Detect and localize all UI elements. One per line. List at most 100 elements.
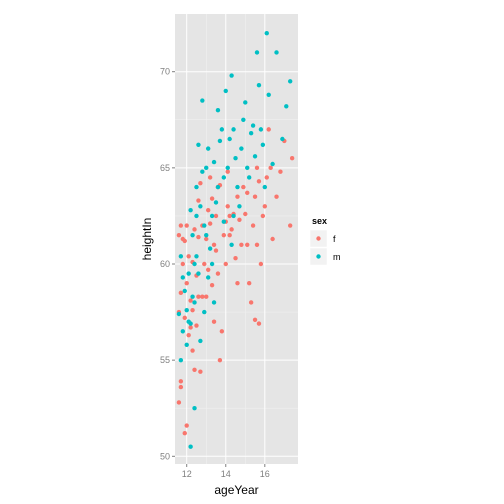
- legend-label-m: m: [333, 252, 341, 262]
- data-point-f: [178, 384, 184, 390]
- data-point-f: [192, 227, 197, 232]
- data-point-f: [256, 179, 262, 184]
- data-point-f: [250, 223, 256, 228]
- data-point-m: [184, 307, 189, 313]
- plot-panel: [175, 14, 298, 464]
- data-point-f: [225, 169, 230, 174]
- data-point-f: [274, 194, 279, 199]
- data-point-f: [246, 281, 252, 286]
- data-point-f: [184, 281, 189, 286]
- data-point-f: [262, 204, 268, 209]
- data-point-f: [252, 194, 258, 199]
- data-point-m: [237, 204, 242, 209]
- data-point-f: [198, 181, 203, 186]
- data-point-f: [200, 294, 205, 299]
- data-point-m: [194, 213, 199, 219]
- data-point-f: [239, 242, 244, 247]
- data-point-f: [186, 254, 191, 259]
- data-point-m: [205, 275, 211, 280]
- data-point-f: [209, 282, 215, 288]
- data-point-m: [198, 204, 203, 209]
- data-point-f: [196, 234, 201, 240]
- data-point-f: [211, 319, 217, 324]
- data-point-m: [178, 254, 184, 259]
- data-point-f: [207, 221, 213, 226]
- data-points: [176, 31, 295, 449]
- data-point-m: [284, 104, 289, 109]
- data-point-f: [207, 175, 213, 180]
- data-point-f: [237, 217, 242, 222]
- data-point-m: [209, 261, 215, 267]
- data-point-f: [227, 213, 232, 219]
- legend: sex fm: [309, 216, 341, 266]
- data-point-m: [262, 184, 268, 190]
- data-point-m: [190, 294, 195, 299]
- data-point-f: [186, 332, 191, 338]
- data-point-m: [213, 200, 219, 205]
- data-point-f: [243, 211, 248, 217]
- legend-swatch-m: [316, 254, 321, 259]
- data-point-m: [180, 275, 186, 280]
- data-point-m: [198, 338, 203, 344]
- data-point-f: [184, 223, 189, 228]
- data-point-m: [186, 271, 191, 276]
- data-point-m: [235, 184, 240, 190]
- data-point-f: [192, 367, 197, 372]
- data-point-f: [268, 165, 273, 171]
- data-point-f: [182, 315, 187, 321]
- x-tick-label: 14: [221, 469, 231, 479]
- data-point-m: [209, 213, 215, 219]
- data-point-m: [204, 165, 209, 171]
- data-point-m: [196, 271, 201, 276]
- data-point-f: [241, 184, 246, 190]
- data-point-f: [235, 194, 240, 199]
- data-point-f: [215, 271, 221, 276]
- data-point-m: [176, 311, 182, 317]
- data-point-m: [274, 50, 279, 55]
- legend-label-f: f: [333, 234, 336, 244]
- data-point-f: [211, 242, 217, 247]
- data-point-f: [221, 232, 227, 238]
- data-point-m: [245, 165, 250, 171]
- data-point-m: [233, 156, 238, 161]
- data-point-m: [215, 184, 221, 190]
- data-point-m: [231, 127, 236, 132]
- data-point-m: [229, 73, 234, 78]
- data-point-m: [217, 138, 223, 144]
- data-point-f: [235, 281, 240, 286]
- data-point-f: [270, 236, 275, 242]
- data-point-m: [225, 165, 230, 171]
- data-point-m: [194, 254, 199, 259]
- data-point-f: [245, 242, 250, 247]
- data-point-f: [256, 321, 262, 326]
- data-point-f: [176, 400, 182, 405]
- data-point-m: [205, 146, 211, 151]
- data-point-f: [180, 236, 186, 242]
- data-point-m: [248, 131, 254, 136]
- data-point-m: [243, 100, 248, 105]
- y-tick-label: 70: [160, 67, 170, 77]
- legend-items: fm: [309, 229, 341, 266]
- data-point-f: [184, 423, 189, 428]
- data-point-f: [219, 329, 225, 334]
- y-tick-label: 65: [160, 163, 170, 173]
- data-point-f: [278, 169, 283, 174]
- data-point-m: [182, 288, 187, 294]
- data-point-m: [184, 342, 189, 347]
- data-point-f: [180, 261, 186, 267]
- data-point-m: [211, 300, 217, 305]
- data-point-m: [204, 232, 209, 238]
- data-point-f: [190, 348, 195, 353]
- data-point-f: [209, 196, 215, 201]
- x-tick-label: 16: [260, 469, 270, 479]
- data-point-f: [188, 325, 193, 330]
- data-point-m: [246, 175, 252, 180]
- data-point-m: [178, 357, 184, 363]
- data-point-m: [221, 219, 227, 224]
- data-point-m: [219, 127, 225, 132]
- data-point-f: [289, 156, 295, 161]
- data-point-m: [231, 213, 236, 219]
- data-point-m: [188, 321, 193, 326]
- data-point-f: [178, 290, 184, 296]
